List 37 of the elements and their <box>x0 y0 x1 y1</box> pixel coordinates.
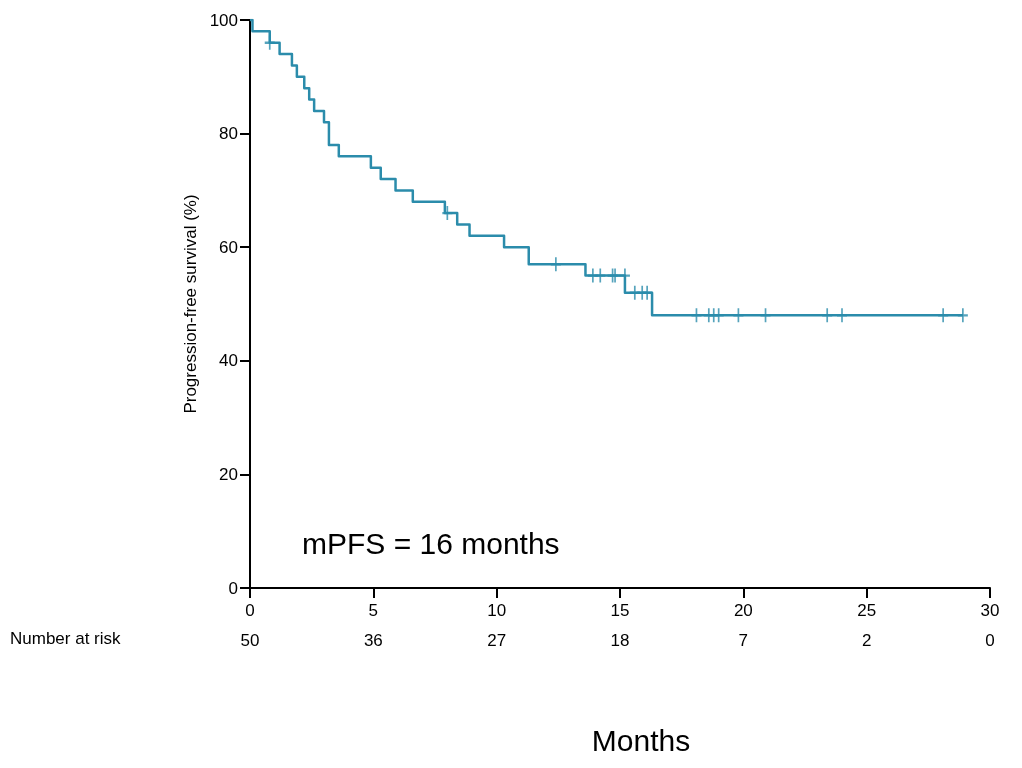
text: 36 <box>363 630 383 650</box>
point <box>712 307 725 324</box>
x-tick-label: 15 <box>610 601 630 620</box>
point <box>836 307 848 324</box>
x-tick-label: 30 <box>980 601 1000 620</box>
text: 18 <box>610 630 630 650</box>
text: 7 <box>738 630 749 650</box>
point <box>690 307 703 324</box>
x-tick-label: 0 <box>245 601 255 620</box>
text: 27 <box>487 630 507 650</box>
y-tick-label: 40 <box>219 351 238 371</box>
y-tick-label: 60 <box>219 237 238 257</box>
point <box>641 284 654 301</box>
x-axis-title: Months <box>591 723 691 757</box>
y-tick-label: 100 <box>209 10 238 30</box>
y-tick-label: 80 <box>219 124 238 144</box>
y-tick-label: 0 <box>228 578 238 598</box>
point <box>594 267 607 284</box>
point <box>956 307 969 324</box>
text: Number at risk <box>10 629 122 648</box>
x-tick-label: 10 <box>487 601 507 620</box>
x-tick-label: 5 <box>368 601 379 620</box>
y-axis-title: Progression-free survival (%) <box>180 194 200 414</box>
point <box>937 307 950 324</box>
x-tick-label: 25 <box>857 601 877 620</box>
x-tick-label: 20 <box>733 601 753 620</box>
point <box>759 307 772 324</box>
text: 50 <box>240 630 260 650</box>
point <box>732 307 745 324</box>
text: 0 <box>985 630 995 650</box>
point <box>821 307 834 324</box>
point <box>263 34 276 51</box>
y-tick-label: 20 <box>219 464 238 484</box>
point <box>549 256 562 273</box>
annotation: mPFS = 16 months <box>302 526 560 560</box>
point <box>441 205 454 222</box>
text: 2 <box>861 630 872 650</box>
